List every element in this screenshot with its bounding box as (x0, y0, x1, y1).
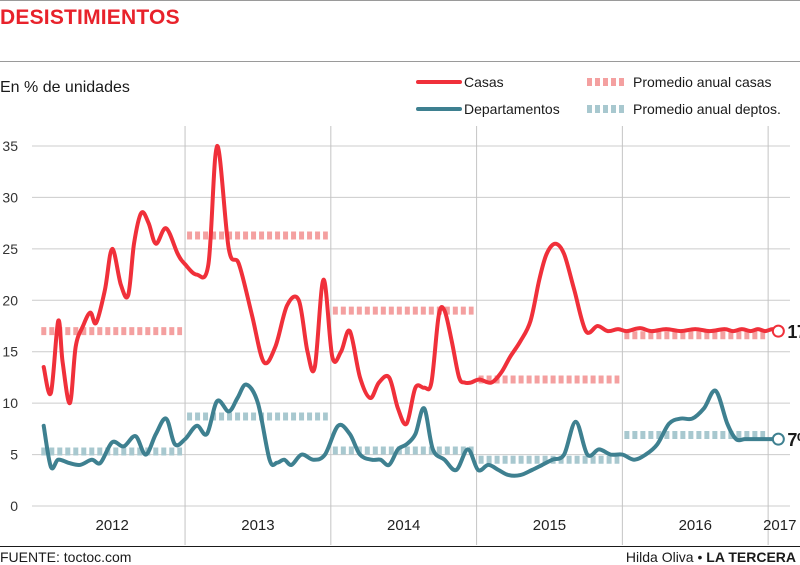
series-endpoints: 17% 7% (771, 322, 800, 450)
y-tick-label: 35 (2, 138, 18, 154)
x-axis-year-labels: 2012 2013 2014 2015 2016 2017 (95, 517, 796, 534)
deptos-end-marker (771, 432, 785, 446)
annual-averages (41, 231, 766, 464)
y-tick-label: 25 (2, 241, 18, 257)
x-tick-label: 2012 (95, 517, 128, 534)
credit: Hilda Oliva • LA TERCERA (626, 549, 796, 565)
line-chart: Casas Promedio anual casas Departamentos Pr… (2, 74, 800, 545)
credit-separator: • (697, 549, 703, 565)
deptos-end-label: 7% (787, 430, 800, 450)
legend: Casas Promedio anual casas Departamentos Pr… (416, 74, 781, 117)
x-tick-label: 2014 (387, 517, 420, 534)
x-tick-label: 2016 (679, 517, 712, 534)
footer-rule (0, 546, 800, 547)
gridlines (32, 145, 790, 507)
y-tick-label: 15 (2, 344, 18, 360)
chart-title: DESISTIMIENTOS (0, 6, 180, 29)
series-lines (41, 143, 781, 478)
header-rule (0, 61, 800, 62)
casas_avg-legend-label: Promedio anual casas (633, 74, 772, 90)
y-tick-label: 0 (10, 498, 18, 514)
author-name: Hilda Oliva (625, 549, 694, 565)
y-tick-label: 20 (2, 292, 18, 308)
deptos_avg-legend-label: Promedio anual deptos. (633, 101, 781, 117)
x-tick-label: 2015 (533, 517, 566, 534)
deptos-legend-label: Departamentos (464, 101, 560, 117)
unit-label: En % de unidades (0, 79, 130, 96)
publication-name: LA TERCERA (706, 549, 796, 565)
deptos-line (41, 382, 781, 478)
source-note: FUENTE: toctoc.com (0, 549, 132, 565)
casas-end-marker (771, 324, 785, 338)
y-tick-label: 5 (10, 447, 18, 463)
x-tick-label: 2013 (241, 517, 274, 534)
casas-line (41, 143, 781, 427)
casas-end-label: 17% (787, 322, 800, 342)
y-tick-label: 30 (2, 189, 18, 205)
x-tick-label: 2017 (763, 517, 796, 534)
casas-legend-label: Casas (464, 74, 504, 90)
y-tick-label: 10 (2, 395, 18, 411)
y-axis-ticks: 0 5 10 15 20 25 30 35 (2, 138, 18, 514)
top-rule (0, 0, 800, 1)
